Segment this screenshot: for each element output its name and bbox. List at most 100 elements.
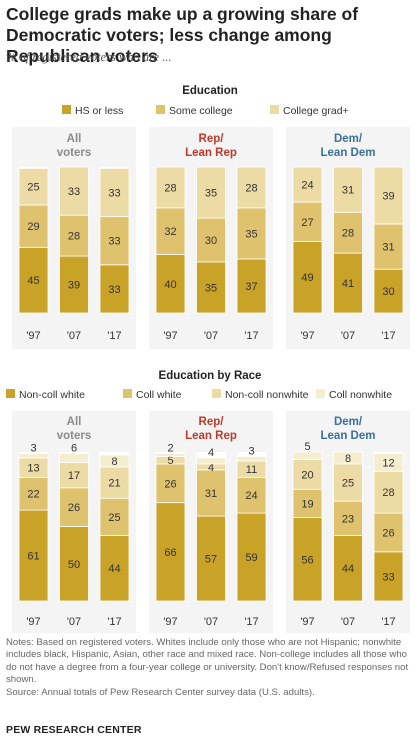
data-label-1-2-2-3: 12 [382,457,394,469]
panel-sublabel-0-0: voters [57,147,92,159]
bar-segment-0-1-2-0 [236,258,267,314]
legend-swatch-1-2 [212,389,221,398]
bar-segment-0-1-1-1 [196,217,226,263]
x-tick-1-0-0: '97 [26,616,40,628]
bar-segment-0-0-2-2 [99,168,130,218]
bar-segment-1-2-2-3 [373,453,404,472]
section-title-1: Education by Race [159,370,262,382]
data-label-0-0-1-0: 39 [68,280,80,292]
data-label-0-0-2-1: 33 [108,236,120,248]
data-label-0-0-1-1: 28 [68,231,80,243]
bar-segment-1-2-2-0 [373,551,404,602]
data-label-0-1-2-2: 28 [245,182,257,194]
data-label-1-0-1-2: 17 [68,470,80,482]
legend-swatch-0-1 [156,105,165,114]
bar-segment-0-1-2-2 [236,166,267,209]
data-label-1-1-1-2: 4 [208,462,214,474]
legend-label-0-2: College grad+ [283,105,349,117]
panel-label-0-2: Dem/ [334,133,363,145]
x-tick-0-0-1: '07 [67,330,81,342]
footer-credit: PEW RESEARCH CENTER [6,724,142,736]
panel-label-0-1: Rep/ [199,133,225,145]
data-label-0-0-2-2: 33 [108,188,120,200]
data-label-1-2-2-0: 33 [382,571,394,583]
data-label-1-2-1-0: 44 [342,563,354,575]
x-tick-0-0-0: '97 [26,330,40,342]
data-label-1-2-0-2: 20 [301,469,313,481]
data-label-1-2-2-1: 26 [382,527,394,539]
data-label-1-1-0-1: 26 [164,478,176,490]
data-label-1-1-0-0: 66 [164,547,176,559]
x-tick-1-2-0: '97 [300,616,314,628]
data-label-1-0-2-3: 8 [111,456,117,468]
data-label-1-0-2-2: 21 [108,478,120,490]
legend-swatch-1-1 [123,389,132,398]
legend-label-0-1: Some college [169,105,233,117]
bar-segment-0-1-0-2 [155,166,186,209]
bar-segment-0-2-2-1 [373,223,404,270]
bar-segment-1-0-0-0 [18,509,49,602]
data-label-1-2-0-0: 56 [301,554,313,566]
panel-label-1-1: Rep/ [199,416,225,428]
x-tick-1-0-1: '07 [67,616,81,628]
panel-sublabel-0-2: Lean Dem [321,147,376,159]
chart-title: College grads make up a growing share of… [6,4,359,66]
data-label-0-2-1-0: 41 [342,278,354,290]
data-label-0-0-2-0: 33 [108,284,120,296]
panel-sublabel-1-1: Lean Rep [185,430,237,442]
bar-segment-1-0-2-0 [99,535,130,602]
bar-segment-1-2-2-1 [373,512,404,553]
data-label-0-2-0-1: 27 [301,217,313,229]
data-label-1-0-0-1: 22 [27,489,39,501]
bar-segment-1-1-1-1 [196,469,226,517]
data-label-1-2-1-1: 23 [342,513,354,525]
data-label-0-2-1-1: 28 [342,228,354,240]
data-label-1-1-1-3: 4 [208,447,214,459]
bar-segment-1-2-2-2 [373,470,404,514]
data-label-1-2-1-3: 8 [345,453,351,465]
bar-segment-1-2-1-0 [333,535,363,602]
bar-segment-1-1-2-0 [236,512,267,602]
data-label-0-1-0-2: 28 [164,182,176,194]
data-label-0-1-0-0: 40 [164,279,176,291]
data-label-0-1-2-1: 35 [245,228,257,240]
bar-segment-0-0-1-0 [59,255,89,314]
bar-segment-1-2-1-2 [333,463,363,502]
bar-segment-1-0-0-1 [18,476,49,511]
bar-segment-0-2-2-0 [373,268,404,314]
data-label-0-2-2-1: 31 [382,242,394,254]
data-label-1-2-1-2: 25 [342,478,354,490]
data-label-1-1-2-2: 11 [246,464,257,476]
bar-segment-1-1-1-3 [196,457,226,465]
charts-canvas: Education HS or less Some college College g… [6,85,410,633]
data-label-1-1-1-0: 57 [205,554,217,566]
bar-segment-1-0-2-2 [99,466,130,499]
bar-segment-0-1-1-2 [196,166,226,219]
bar-segment-0-2-0-2 [292,166,323,203]
data-label-1-1-0-2: 5 [167,455,173,467]
data-label-0-2-2-2: 39 [382,190,394,202]
x-tick-0-1-1: '07 [204,330,218,342]
bar-segment-1-1-2-3 [236,456,267,462]
data-label-1-2-0-3: 5 [304,441,310,453]
panel-sublabel-0-1: Lean Rep [185,147,237,159]
panel-sublabel-1-0: voters [57,430,92,442]
data-label-0-2-0-0: 49 [301,272,313,284]
x-tick-1-1-1: '07 [204,616,218,628]
x-tick-0-2-2: '17 [381,330,395,342]
x-tick-1-1-2: '17 [244,616,258,628]
legend-swatch-0-0 [62,105,71,114]
bar-segment-0-0-1-2 [59,166,89,216]
data-label-1-1-2-3: 3 [248,445,254,457]
bar-segment-0-2-0-1 [292,201,323,242]
legend-label-1-2: Non-coll nonwhite [225,389,309,401]
bar-segment-0-0-2-0 [99,264,130,314]
legend-label-1-0: Non-coll white [19,389,85,401]
bar-segment-1-1-1-0 [196,515,226,602]
bar-segment-1-2-0-3 [292,451,323,460]
bar-segment-0-0-2-1 [99,216,130,266]
data-label-1-0-1-3: 6 [71,442,77,454]
data-label-0-1-0-1: 32 [164,226,176,238]
x-tick-0-2-0: '97 [300,330,314,342]
x-tick-1-0-2: '17 [107,616,121,628]
